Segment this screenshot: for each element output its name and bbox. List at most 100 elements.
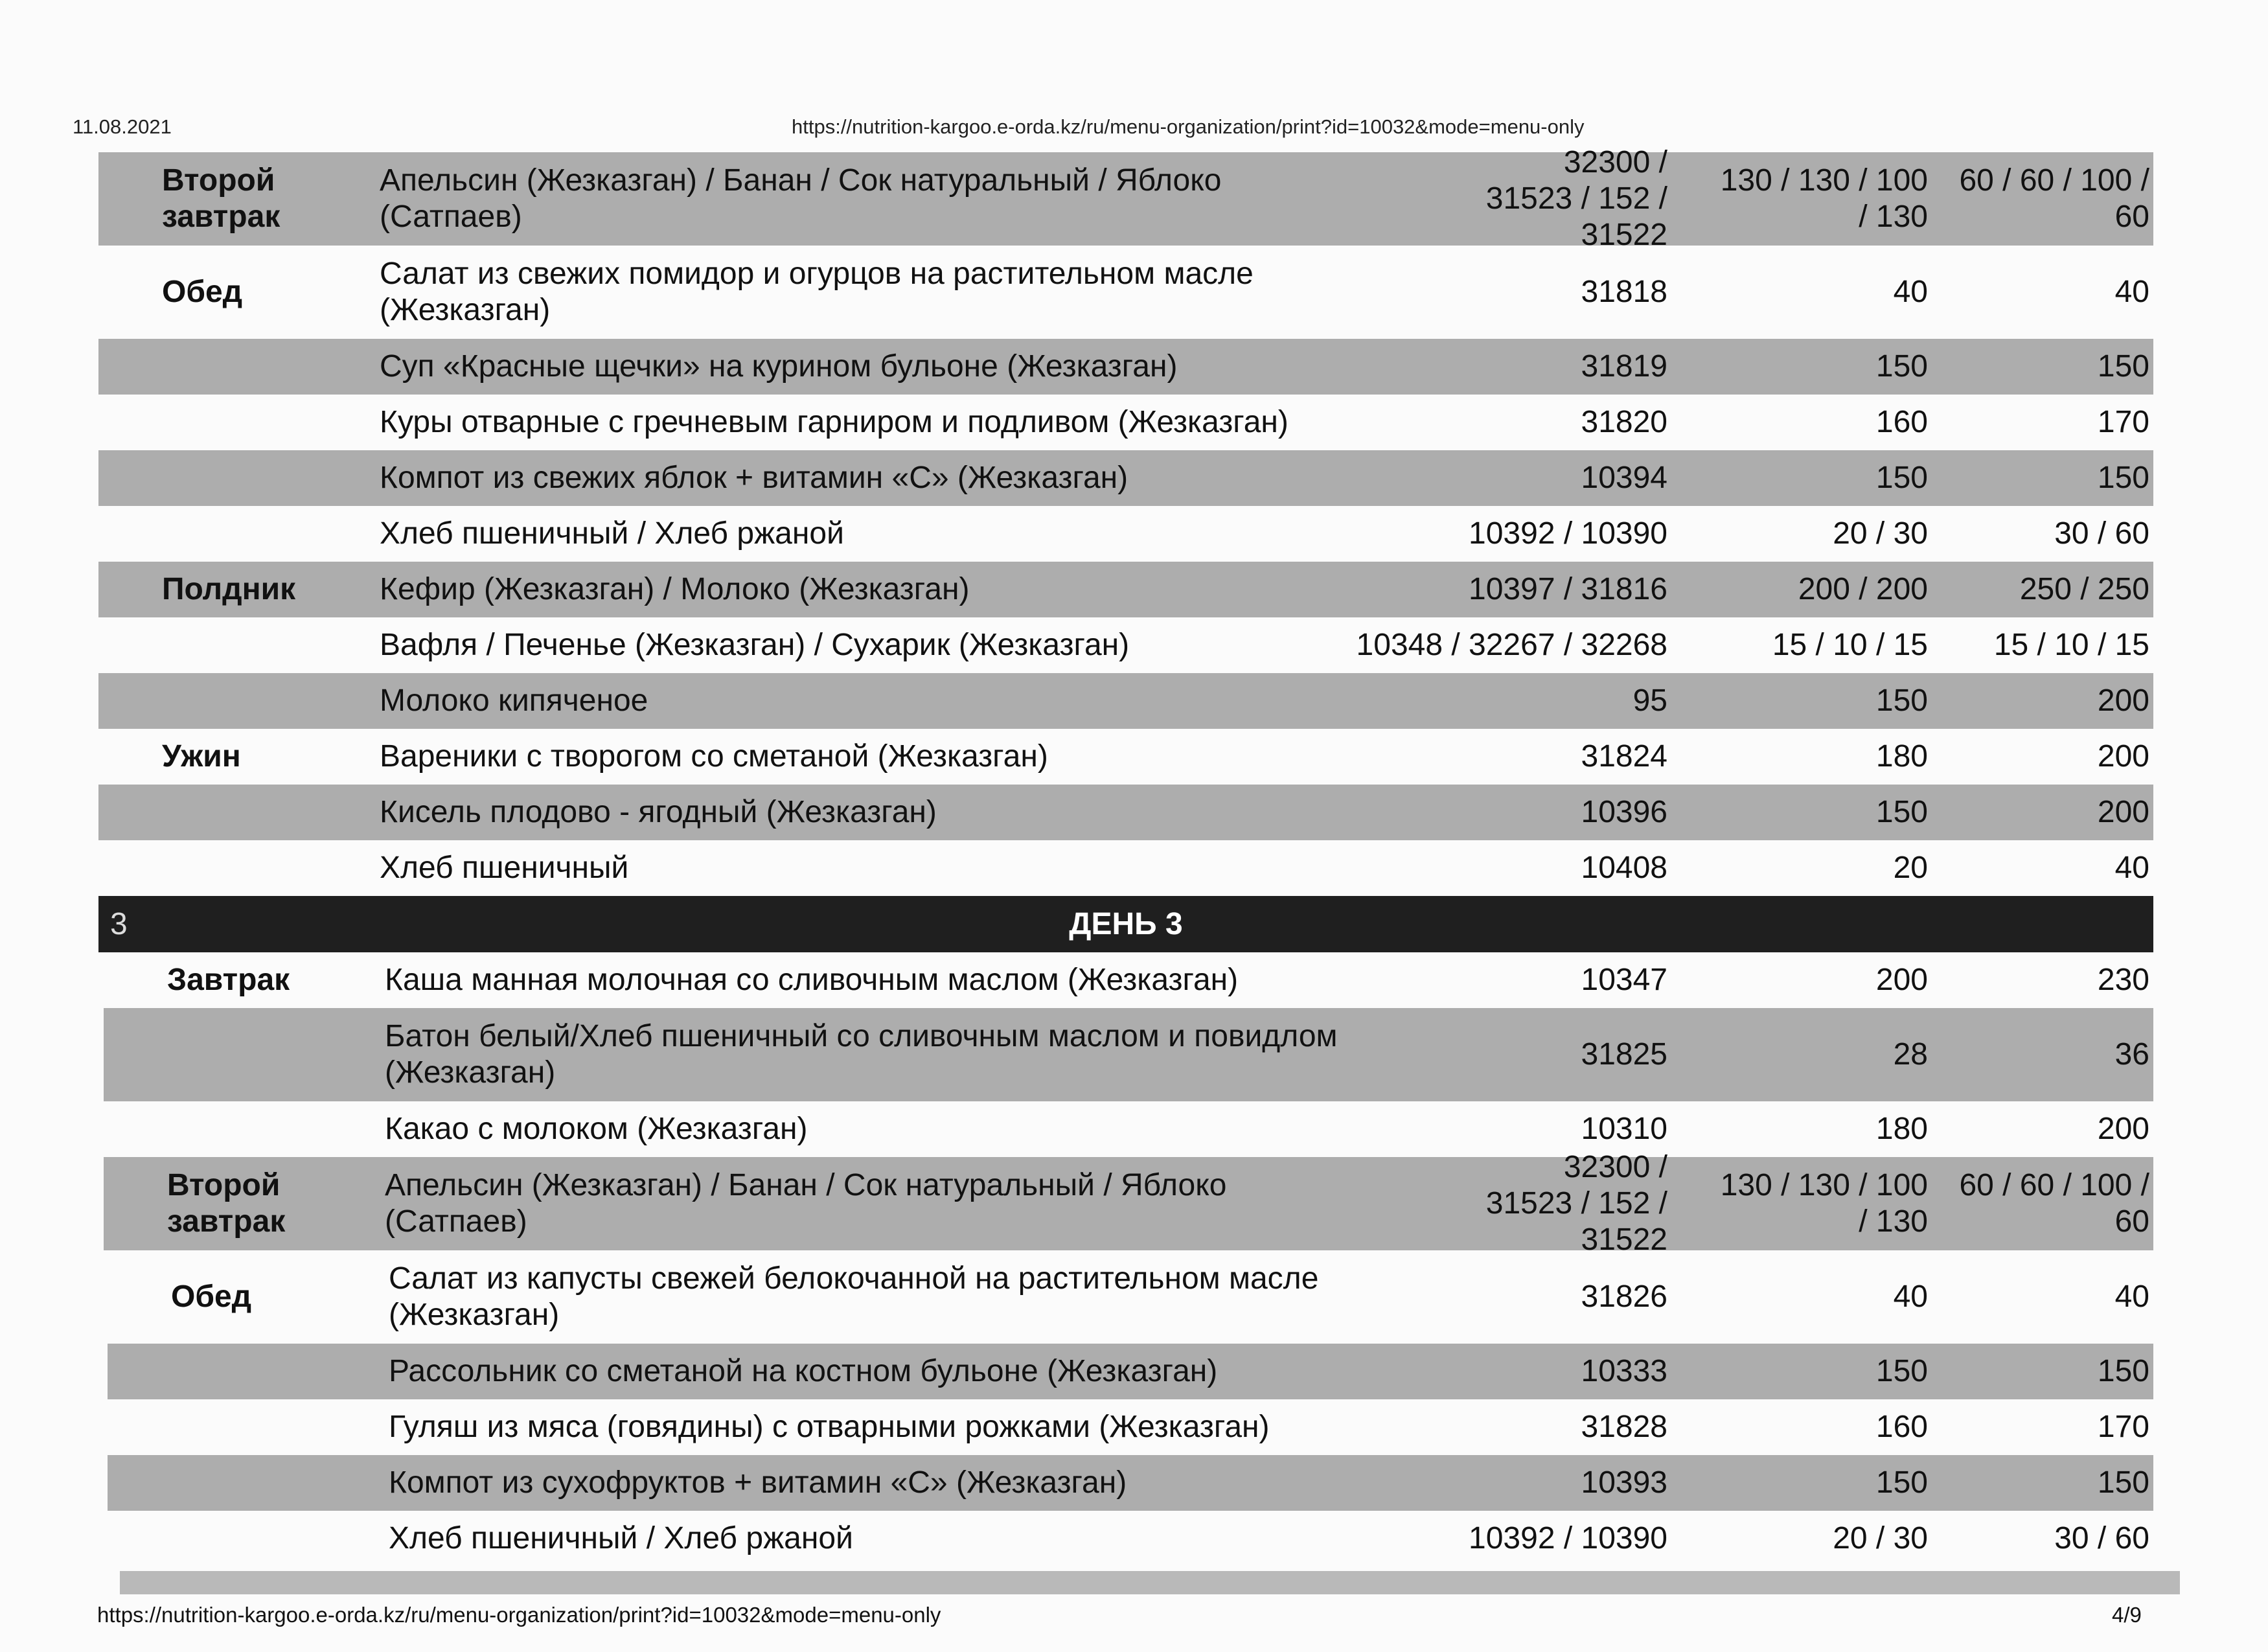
recipe-code: 10392 / 10390 [1469, 1521, 1667, 1555]
dish-name: Вафля / Печенье (Жезказган) / Сухарик (Ж… [380, 628, 1130, 662]
recipe-code: 10393 [1581, 1465, 1667, 1500]
portion-weight-1: 150 [1875, 1465, 1928, 1500]
recipe-code: 31818 [1581, 275, 1667, 309]
portion-weight-2: 200 [2097, 795, 2149, 829]
portion-weight-2: 170 [2097, 1410, 2149, 1444]
recipe-code: 10348 / 32267 / 32268 [1356, 628, 1667, 662]
table-row: Кисель плодово - ягодный (Жезказган) 103… [98, 785, 2153, 840]
portion-weight-1: 160 [1875, 405, 1928, 439]
table-row: Вафля / Печенье (Жезказган) / Сухарик (Ж… [98, 617, 2153, 673]
recipe-code: 31820 [1581, 405, 1667, 439]
dish-name: Компот из сухофруктов + витамин «С» (Жез… [389, 1465, 1127, 1500]
dish-name: Суп «Красные щечки» на курином бульоне (… [380, 349, 1178, 384]
portion-weight-1: 180 [1875, 1112, 1928, 1146]
recipe-code: 95 [1632, 683, 1667, 718]
table-row: Компот из свежих яблок + витамин «С» (Же… [98, 450, 2153, 506]
portion-weight-1: 15 / 10 / 15 [1772, 628, 1928, 662]
meal-name: Ужин [162, 739, 241, 774]
page-url-footer: https://nutrition-kargoo.e-orda.kz/ru/me… [97, 1603, 941, 1627]
portion-weight-1: 40 [1893, 1279, 1928, 1314]
portion-weight-1: 130 / 130 / 100 / 130 [1720, 1168, 1928, 1239]
meal-name: Второй завтрак [167, 1168, 286, 1239]
table-row: Гуляш из мяса (говядины) с отварными рож… [108, 1399, 2153, 1455]
table-row: Хлеб пшеничный 10408 20 40 [98, 840, 2153, 896]
dish-name: Гуляш из мяса (говядины) с отварными рож… [389, 1410, 1270, 1444]
table-row: Ужин Вареники с творогом со сметаной (Же… [98, 729, 2153, 785]
recipe-code: 10396 [1581, 795, 1667, 829]
recipe-code: 10392 / 10390 [1469, 516, 1667, 551]
recipe-code: 31825 [1581, 1037, 1667, 1072]
page-number: 4/9 [2112, 1603, 2142, 1627]
dish-name: Салат из капусты свежей белокочанной на … [389, 1261, 1319, 1332]
portion-weight-2: 200 [2097, 683, 2149, 718]
portion-weight-2: 150 [2097, 461, 2149, 495]
table-row: Обед Салат из свежих помидор и огурцов н… [98, 246, 2153, 339]
portion-weight-2: 150 [2097, 349, 2149, 384]
portion-weight-1: 20 / 30 [1833, 516, 1928, 551]
table-row: Молоко кипяченое 95 150 200 [98, 673, 2153, 729]
portion-weight-2: 200 [2097, 1112, 2149, 1146]
portion-weight-1: 150 [1875, 349, 1928, 384]
portion-weight-2: 30 / 60 [2054, 1521, 2149, 1555]
portion-weight-2: 30 / 60 [2054, 516, 2149, 551]
meal-name: Обед [171, 1279, 252, 1314]
portion-weight-2: 40 [2114, 1279, 2149, 1314]
meal-name: Полдник [162, 572, 296, 606]
day-title: ДЕНЬ 3 [1069, 906, 1183, 941]
recipe-code: 10394 [1581, 461, 1667, 495]
table-row: Обед Салат из капусты свежей белокочанно… [108, 1250, 2153, 1344]
dish-name: Какао с молоком (Жезказган) [385, 1112, 808, 1146]
day-header-row: 3 ДЕНЬ 3 [98, 896, 2153, 952]
portion-weight-2: 40 [2114, 275, 2149, 309]
meal-name: Обед [162, 275, 243, 309]
dish-name: Хлеб пшеничный / Хлеб ржаной [389, 1521, 853, 1555]
dish-name: Апельсин (Жезказган) / Банан / Сок натур… [385, 1168, 1227, 1239]
portion-weight-1: 180 [1875, 739, 1928, 774]
dish-name: Рассольник со сметаной на костном бульон… [389, 1354, 1218, 1388]
meal-name: Завтрак [167, 963, 290, 997]
dish-name: Апельсин (Жезказган) / Банан / Сок натур… [380, 163, 1222, 234]
recipe-code: 10333 [1581, 1354, 1667, 1388]
next-row-fragment [120, 1571, 2180, 1594]
portion-weight-2: 170 [2097, 405, 2149, 439]
portion-weight-1: 150 [1875, 683, 1928, 718]
dish-name: Батон белый/Хлеб пшеничный со сливочным … [385, 1019, 1338, 1090]
table-row: Второй завтрак Апельсин (Жезказган) / Ба… [98, 145, 2153, 252]
print-date: 11.08.2021 [73, 115, 172, 138]
menu-table: Второй завтрак Апельсин (Жезказган) / Ба… [98, 145, 2153, 1566]
recipe-code: 10310 [1581, 1112, 1667, 1146]
table-row: Суп «Красные щечки» на курином бульоне (… [98, 339, 2153, 395]
portion-weight-2: 200 [2097, 739, 2149, 774]
recipe-code: 10397 / 31816 [1469, 572, 1667, 606]
day-number: 3 [110, 906, 128, 941]
table-row: Завтрак Каша манная молочная со сливочны… [104, 952, 2153, 1008]
dish-name: Компот из свежих яблок + витамин «С» (Же… [380, 461, 1128, 495]
dish-name: Каша манная молочная со сливочным маслом… [385, 963, 1239, 997]
portion-weight-2: 15 / 10 / 15 [1993, 628, 2149, 662]
portion-weight-1: 200 [1875, 963, 1928, 997]
recipe-code: 31826 [1581, 1279, 1667, 1314]
recipe-code: 10408 [1581, 851, 1667, 885]
dish-name: Молоко кипяченое [380, 683, 648, 718]
portion-weight-2: 230 [2097, 963, 2149, 997]
portion-weight-1: 28 [1893, 1037, 1928, 1072]
portion-weight-1: 150 [1875, 461, 1928, 495]
recipe-code: 31828 [1581, 1410, 1667, 1444]
portion-weight-1: 150 [1875, 795, 1928, 829]
portion-weight-1: 160 [1875, 1410, 1928, 1444]
table-row: Рассольник со сметаной на костном бульон… [108, 1344, 2153, 1399]
dish-name: Кисель плодово - ягодный (Жезказган) [380, 795, 937, 829]
page-url-header: https://nutrition-kargoo.e-orda.kz/ru/me… [792, 115, 1585, 138]
recipe-code: 32300 / 31523 / 152 / 31522 [1485, 1150, 1667, 1257]
dish-name: Хлеб пшеничный [380, 851, 629, 885]
recipe-code: 31819 [1581, 349, 1667, 384]
portion-weight-1: 200 / 200 [1798, 572, 1928, 606]
portion-weight-2: 150 [2097, 1465, 2149, 1500]
table-row: Куры отварные с гречневым гарниром и под… [98, 395, 2153, 450]
dish-name: Салат из свежих помидор и огурцов на рас… [380, 257, 1254, 327]
portion-weight-1: 130 / 130 / 100 / 130 [1720, 163, 1928, 234]
recipe-code: 32300 / 31523 / 152 / 31522 [1485, 145, 1667, 252]
dish-name: Кефир (Жезказган) / Молоко (Жезказган) [380, 572, 970, 606]
portion-weight-2: 40 [2114, 851, 2149, 885]
table-row: Хлеб пшеничный / Хлеб ржаной 10392 / 103… [108, 1511, 2153, 1566]
